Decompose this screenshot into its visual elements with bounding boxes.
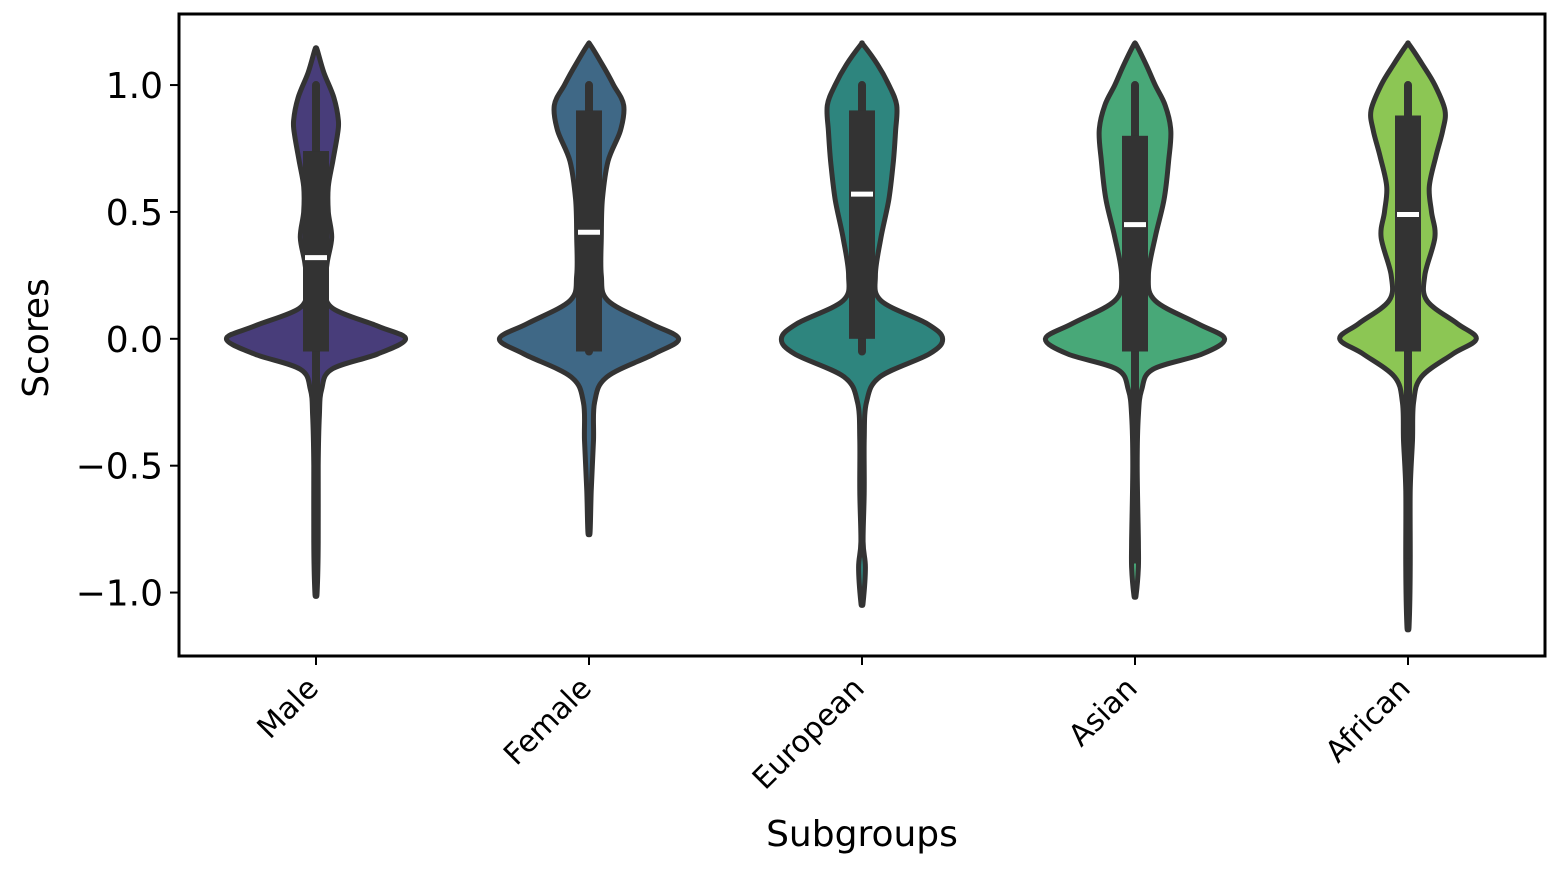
x-tick-label-female: Female [497,671,598,772]
violin-male [223,45,409,599]
x-tick-label-european: European [746,671,872,797]
y-tick-label: −1.0 [76,574,163,615]
x-axis-label: Subgroups [766,814,958,855]
x-tick-label-african: African [1319,671,1418,770]
y-axis-label: Scores [16,278,57,398]
iqr-box [1122,135,1148,352]
iqr-box [849,110,875,339]
y-tick-label: 0.0 [106,320,163,361]
iqr-box [1395,115,1421,352]
violin-african [1337,40,1479,633]
x-axis: Male Female European Asian African [251,656,1418,797]
y-tick-label: 1.0 [106,66,163,107]
x-tick-label-male: Male [251,671,326,746]
y-tick-label: −0.5 [76,447,163,488]
iqr-box [303,151,329,352]
violin-layer [223,40,1479,633]
violin-european [778,40,946,608]
violin-female [496,40,682,538]
y-tick-label: 0.5 [106,193,163,234]
x-tick-label-asian: Asian [1062,671,1145,754]
y-axis: 1.0 0.5 0.0 −0.5 −1.0 [76,66,179,615]
violin-asian [1042,40,1228,600]
